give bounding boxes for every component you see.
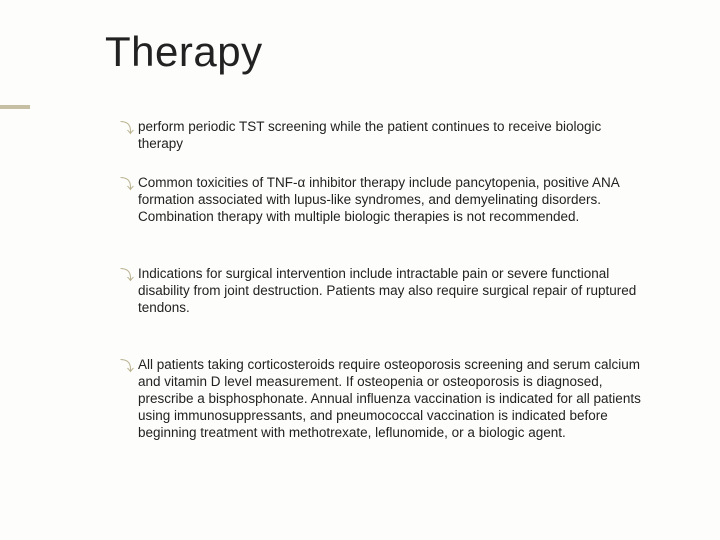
bullet-text: Indications for surgical intervention in… xyxy=(138,265,650,316)
accent-bar xyxy=(0,105,30,109)
bullet-glyph-icon: ⤵ xyxy=(120,176,138,192)
slide: Therapy ⤵ perform periodic TST screening… xyxy=(0,0,720,540)
bullet-item: ⤵ Indications for surgical intervention … xyxy=(120,265,650,316)
bullet-item: ⤵ Common toxicities of TNF-α inhibitor t… xyxy=(120,174,650,225)
bullet-item: ⤵ perform periodic TST screening while t… xyxy=(120,118,650,152)
bullet-glyph-icon: ⤵ xyxy=(120,358,138,374)
bullet-text: perform periodic TST screening while the… xyxy=(138,118,650,152)
bullet-item: ⤵ All patients taking corticosteroids re… xyxy=(120,356,650,441)
bullet-glyph-icon: ⤵ xyxy=(120,267,138,283)
slide-body: ⤵ perform periodic TST screening while t… xyxy=(120,118,650,463)
bullet-text: All patients taking corticosteroids requ… xyxy=(138,356,650,441)
slide-title: Therapy xyxy=(105,28,263,76)
bullet-text: Common toxicities of TNF-α inhibitor the… xyxy=(138,174,650,225)
bullet-glyph-icon: ⤵ xyxy=(120,120,138,136)
